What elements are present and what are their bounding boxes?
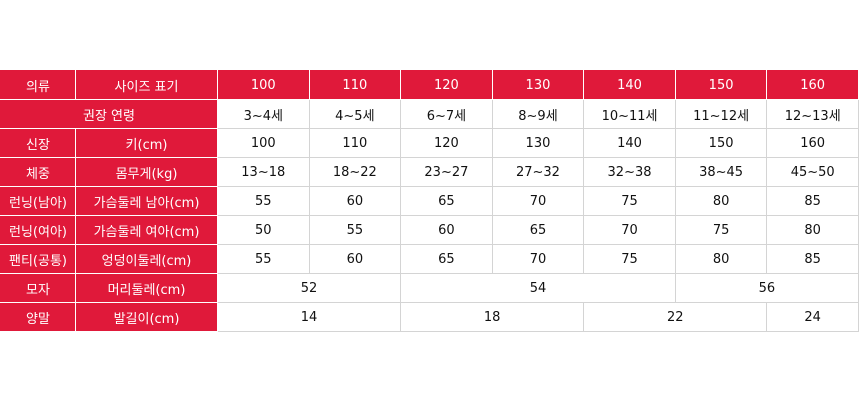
size-value: 65 bbox=[491, 215, 585, 245]
row-category: 런닝(여아) bbox=[0, 215, 76, 245]
size-value: 24 bbox=[766, 302, 859, 332]
size-value: 75 bbox=[583, 186, 676, 216]
header-size: 150 bbox=[674, 70, 768, 100]
size-value: 18~22 bbox=[308, 157, 402, 187]
table-row: 양말 발길이(cm) 14 18 22 24 bbox=[0, 302, 859, 332]
header-size: 140 bbox=[583, 70, 676, 100]
size-value: 140 bbox=[583, 128, 676, 158]
size-value: 45~50 bbox=[766, 157, 859, 187]
size-value: 70 bbox=[491, 186, 585, 216]
size-value: 18 bbox=[400, 302, 585, 332]
size-value: 27~32 bbox=[491, 157, 585, 187]
size-value: 3~4세 bbox=[217, 99, 310, 129]
size-value: 85 bbox=[766, 244, 859, 274]
size-value: 60 bbox=[308, 186, 402, 216]
row-category: 권장 연령 bbox=[0, 99, 218, 129]
row-item: 가슴둘레 여아(cm) bbox=[75, 215, 218, 245]
header-row: 의류 사이즈 표기 100 110 120 130 140 150 160 bbox=[0, 70, 859, 100]
table-row: 권장 연령 3~4세 4~5세 6~7세 8~9세 10~11세 11~12세 12~13세 bbox=[0, 99, 859, 129]
size-value: 38~45 bbox=[674, 157, 768, 187]
size-value: 75 bbox=[674, 215, 768, 245]
size-value: 4~5세 bbox=[308, 99, 402, 129]
header-size-label: 사이즈 표기 bbox=[75, 70, 218, 100]
row-item: 키(cm) bbox=[75, 128, 218, 158]
size-value: 55 bbox=[217, 186, 310, 216]
table-row: 신장 키(cm) 100 110 120 130 140 150 160 bbox=[0, 128, 859, 158]
size-value: 60 bbox=[400, 215, 493, 245]
size-value: 50 bbox=[217, 215, 310, 245]
size-value: 32~38 bbox=[583, 157, 676, 187]
table-row: 체중 몸무게(kg) 13~18 18~22 23~27 27~32 32~38 38~45 4… bbox=[0, 157, 859, 187]
row-item: 발길이(cm) bbox=[75, 302, 218, 332]
size-value: 160 bbox=[766, 128, 859, 158]
size-value: 12~13세 bbox=[766, 99, 859, 129]
header-size: 120 bbox=[400, 70, 493, 100]
size-value: 6~7세 bbox=[400, 99, 493, 129]
size-value: 110 bbox=[308, 128, 402, 158]
size-value: 65 bbox=[400, 244, 493, 274]
header-size: 110 bbox=[308, 70, 402, 100]
row-category: 팬티(공통) bbox=[0, 244, 76, 274]
row-item: 가슴둘레 남아(cm) bbox=[75, 186, 218, 216]
size-value: 54 bbox=[400, 273, 676, 303]
size-value: 65 bbox=[400, 186, 493, 216]
size-value: 11~12세 bbox=[674, 99, 768, 129]
size-value: 70 bbox=[491, 244, 585, 274]
row-category: 런닝(남아) bbox=[0, 186, 76, 216]
row-category: 신장 bbox=[0, 128, 76, 158]
row-category: 양말 bbox=[0, 302, 76, 332]
size-value: 23~27 bbox=[400, 157, 493, 187]
size-value: 13~18 bbox=[217, 157, 310, 187]
row-item: 머리둘레(cm) bbox=[75, 273, 218, 303]
size-value: 55 bbox=[308, 215, 402, 245]
header-size: 100 bbox=[217, 70, 310, 100]
size-value: 60 bbox=[308, 244, 402, 274]
row-item: 몸무게(kg) bbox=[75, 157, 218, 187]
header-category: 의류 bbox=[0, 70, 76, 100]
size-chart-table: 의류 사이즈 표기 100 110 120 130 140 150 160 권장 연령 3~4세 4~… bbox=[0, 70, 860, 332]
row-category: 체중 bbox=[0, 157, 76, 187]
size-value: 75 bbox=[583, 244, 676, 274]
row-item: 엉덩이둘레(cm) bbox=[75, 244, 218, 274]
table-row: 런닝(여아) 가슴둘레 여아(cm) 50 55 60 65 70 75 80 bbox=[0, 215, 859, 245]
size-value: 52 bbox=[216, 273, 402, 303]
size-value: 56 bbox=[674, 273, 860, 303]
header-size: 160 bbox=[766, 70, 859, 100]
size-value: 22 bbox=[583, 302, 768, 332]
size-value: 14 bbox=[216, 302, 402, 332]
size-value: 120 bbox=[400, 128, 493, 158]
size-value: 10~11세 bbox=[583, 99, 676, 129]
size-value: 80 bbox=[674, 186, 768, 216]
size-value: 80 bbox=[766, 215, 859, 245]
size-value: 55 bbox=[217, 244, 310, 274]
size-value: 80 bbox=[674, 244, 768, 274]
row-category: 모자 bbox=[0, 273, 76, 303]
header-size: 130 bbox=[491, 70, 585, 100]
table-row: 모자 머리둘레(cm) 52 54 56 bbox=[0, 273, 860, 303]
size-value: 8~9세 bbox=[491, 99, 585, 129]
table-row: 런닝(남아) 가슴둘레 남아(cm) 55 60 65 70 75 80 85 bbox=[0, 186, 859, 216]
size-value: 150 bbox=[674, 128, 768, 158]
table-row: 팬티(공통) 엉덩이둘레(cm) 55 60 65 70 75 80 85 bbox=[0, 244, 859, 274]
size-value: 85 bbox=[766, 186, 859, 216]
size-value: 130 bbox=[491, 128, 585, 158]
size-value: 100 bbox=[217, 128, 310, 158]
size-value: 70 bbox=[583, 215, 676, 245]
